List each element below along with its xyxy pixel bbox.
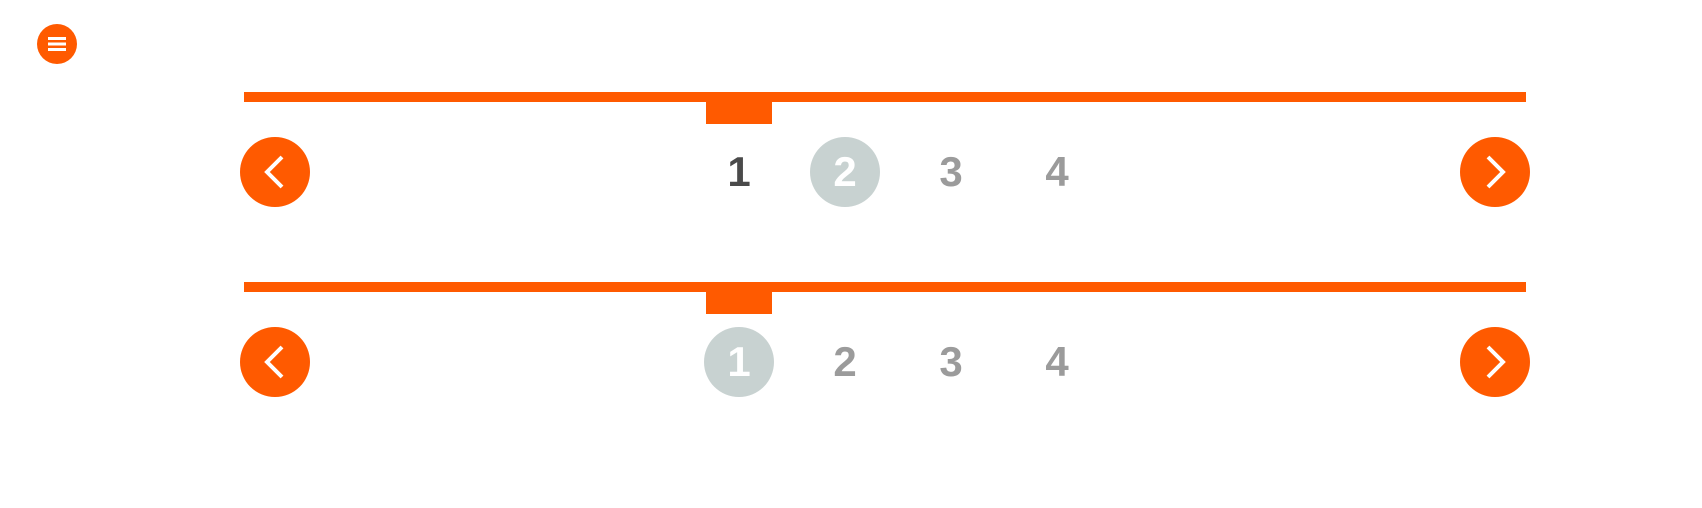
chevron-right-icon [1460,327,1530,397]
page-button-2[interactable]: 2 [833,338,857,385]
page-button-2[interactable]: 2 [810,137,880,207]
page-button-4[interactable]: 4 [1045,148,1069,195]
page-button-1[interactable]: 1 [727,148,751,195]
menu-button[interactable] [37,24,77,64]
progress-track [244,92,1526,102]
page-button-1[interactable]: 1 [704,327,774,397]
previous-button[interactable] [240,327,310,397]
hamburger-menu-icon [37,24,77,64]
chevron-right-icon [1460,137,1530,207]
next-button[interactable] [1460,327,1530,397]
page-button-3[interactable]: 3 [939,148,963,195]
pager: 1 2 3 4 [240,280,1530,410]
previous-button[interactable] [240,137,310,207]
progress-thumb[interactable] [706,92,772,124]
chevron-left-icon [240,327,310,397]
progress-thumb[interactable] [706,282,772,314]
page-button-4[interactable]: 4 [1045,338,1069,385]
page-button-3[interactable]: 3 [939,338,963,385]
chevron-left-icon [240,137,310,207]
next-button[interactable] [1460,137,1530,207]
progress-track [244,282,1526,292]
pager: 1 2 3 4 [240,90,1530,220]
